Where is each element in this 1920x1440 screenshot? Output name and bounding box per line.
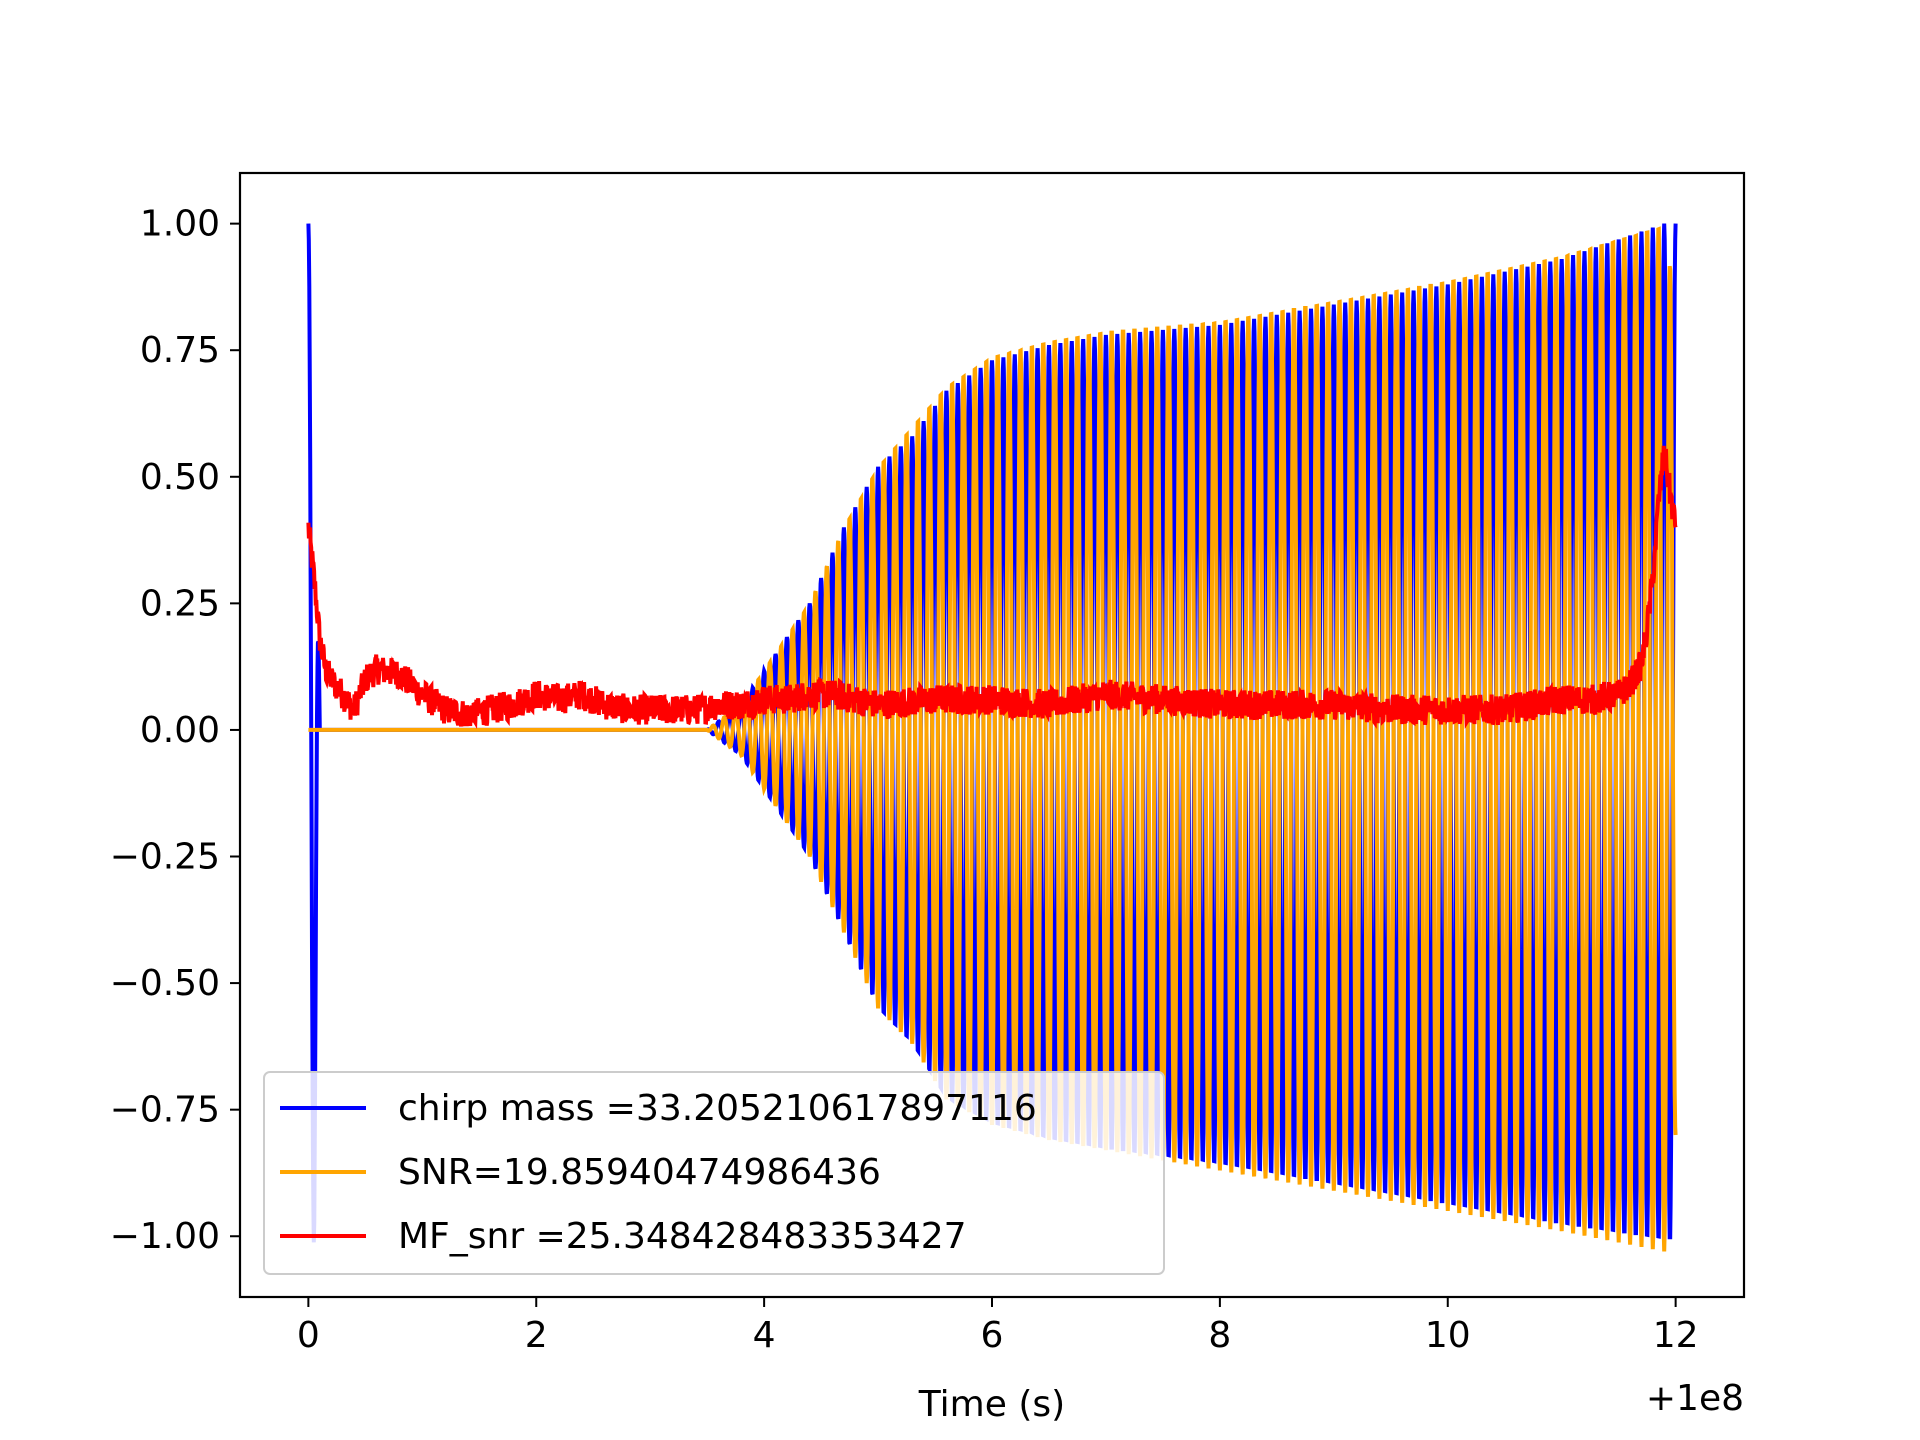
x-tick-label: 4	[753, 1315, 776, 1356]
y-tick-label: 1.00	[140, 204, 220, 245]
legend-box	[263, 1071, 1165, 1275]
x-tick-label: 8	[1208, 1315, 1231, 1356]
y-tick-label: 0.00	[140, 710, 220, 751]
legend-label-3: MF_snr =25.348428483353427	[398, 1216, 967, 1257]
series-line-3	[306, 445, 1678, 730]
x-tick-label: 6	[981, 1315, 1004, 1356]
x-axis: 0 2 4 6 8 10 12	[297, 1297, 1699, 1356]
y-tick-label: 0.25	[140, 583, 220, 624]
y-axis: 1.00 0.75 0.50 0.25 0.00 −0.25 −0.50 −0.75 −1.00	[110, 204, 240, 1257]
y-tick-label: 0.75	[140, 330, 220, 371]
y-tick-label: 0.50	[140, 457, 220, 498]
legend-label-1: chirp mass =33.205210617897116	[398, 1088, 1037, 1129]
x-tick-label: 12	[1653, 1315, 1699, 1356]
x-axis-offset-label: +1e8	[1646, 1378, 1744, 1419]
legend-label-2: SNR=19.85940474986436	[398, 1152, 881, 1193]
x-tick-label: 2	[525, 1315, 548, 1356]
y-tick-label: −0.50	[110, 963, 220, 1004]
y-tick-label: −0.25	[110, 837, 220, 878]
legend: chirp mass =33.205210617897116 SNR=19.859…	[263, 1071, 1165, 1275]
x-tick-label: 10	[1425, 1315, 1471, 1356]
x-tick-label: 0	[297, 1315, 320, 1356]
x-axis-label: Time (s)	[918, 1384, 1065, 1425]
y-tick-label: −0.75	[110, 1090, 220, 1131]
y-tick-label: −1.00	[110, 1216, 220, 1257]
